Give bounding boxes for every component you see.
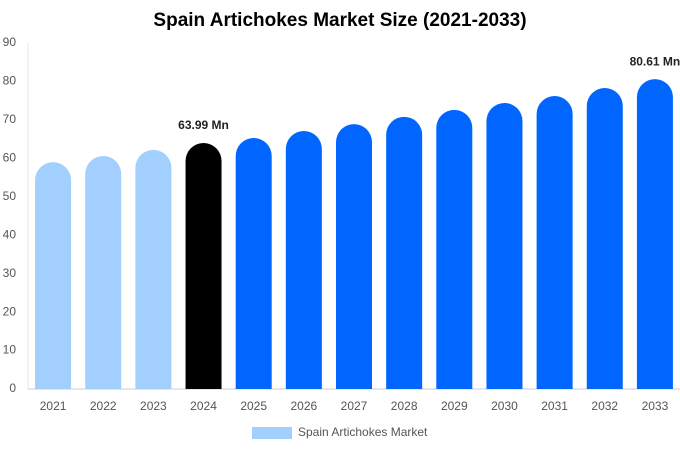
x-tick-label: 2029 — [441, 399, 468, 413]
y-tick-label: 10 — [3, 343, 17, 357]
value-label: 80.61 Mn — [630, 54, 680, 68]
y-tick-label: 0 — [9, 381, 16, 395]
bar — [486, 102, 523, 390]
y-tick-label: 30 — [3, 266, 17, 280]
bar — [436, 109, 473, 389]
x-tick-label: 2024 — [190, 399, 217, 413]
x-tick-label: 2025 — [240, 399, 267, 413]
x-tick-label: 2021 — [40, 399, 67, 413]
x-tick-label: 2033 — [642, 399, 669, 413]
bar — [336, 124, 372, 389]
bar — [85, 156, 122, 389]
x-tick-label: 2022 — [90, 399, 117, 413]
y-tick-label: 50 — [3, 189, 17, 203]
x-tick-label: 2031 — [541, 399, 568, 413]
bar — [536, 96, 573, 389]
bar — [185, 142, 222, 389]
bar — [386, 116, 423, 389]
bar — [235, 137, 272, 389]
y-tick-label: 40 — [3, 227, 17, 241]
x-tick-label: 2032 — [591, 399, 618, 413]
y-tick-label: 90 — [3, 35, 17, 49]
x-tick-label: 2027 — [341, 399, 368, 413]
value-label: 63.99 Mn — [178, 118, 229, 132]
y-tick-label: 80 — [3, 74, 17, 88]
x-tick-label: 2028 — [391, 399, 418, 413]
legend-swatch — [252, 427, 292, 439]
chart-title: Spain Artichokes Market Size (2021-2033) — [153, 10, 526, 31]
y-tick-label: 20 — [3, 304, 17, 318]
legend-label: Spain Artichokes Market — [298, 425, 428, 439]
x-tick-label: 2026 — [290, 399, 317, 413]
x-tick-label: 2023 — [140, 399, 167, 413]
bar — [586, 87, 623, 389]
x-tick-label: 2030 — [491, 399, 518, 413]
y-tick-label: 70 — [3, 112, 17, 126]
y-tick-label: 60 — [3, 151, 17, 165]
bar — [285, 131, 322, 389]
bar — [135, 149, 172, 389]
bar — [636, 79, 673, 390]
bar — [35, 162, 72, 389]
